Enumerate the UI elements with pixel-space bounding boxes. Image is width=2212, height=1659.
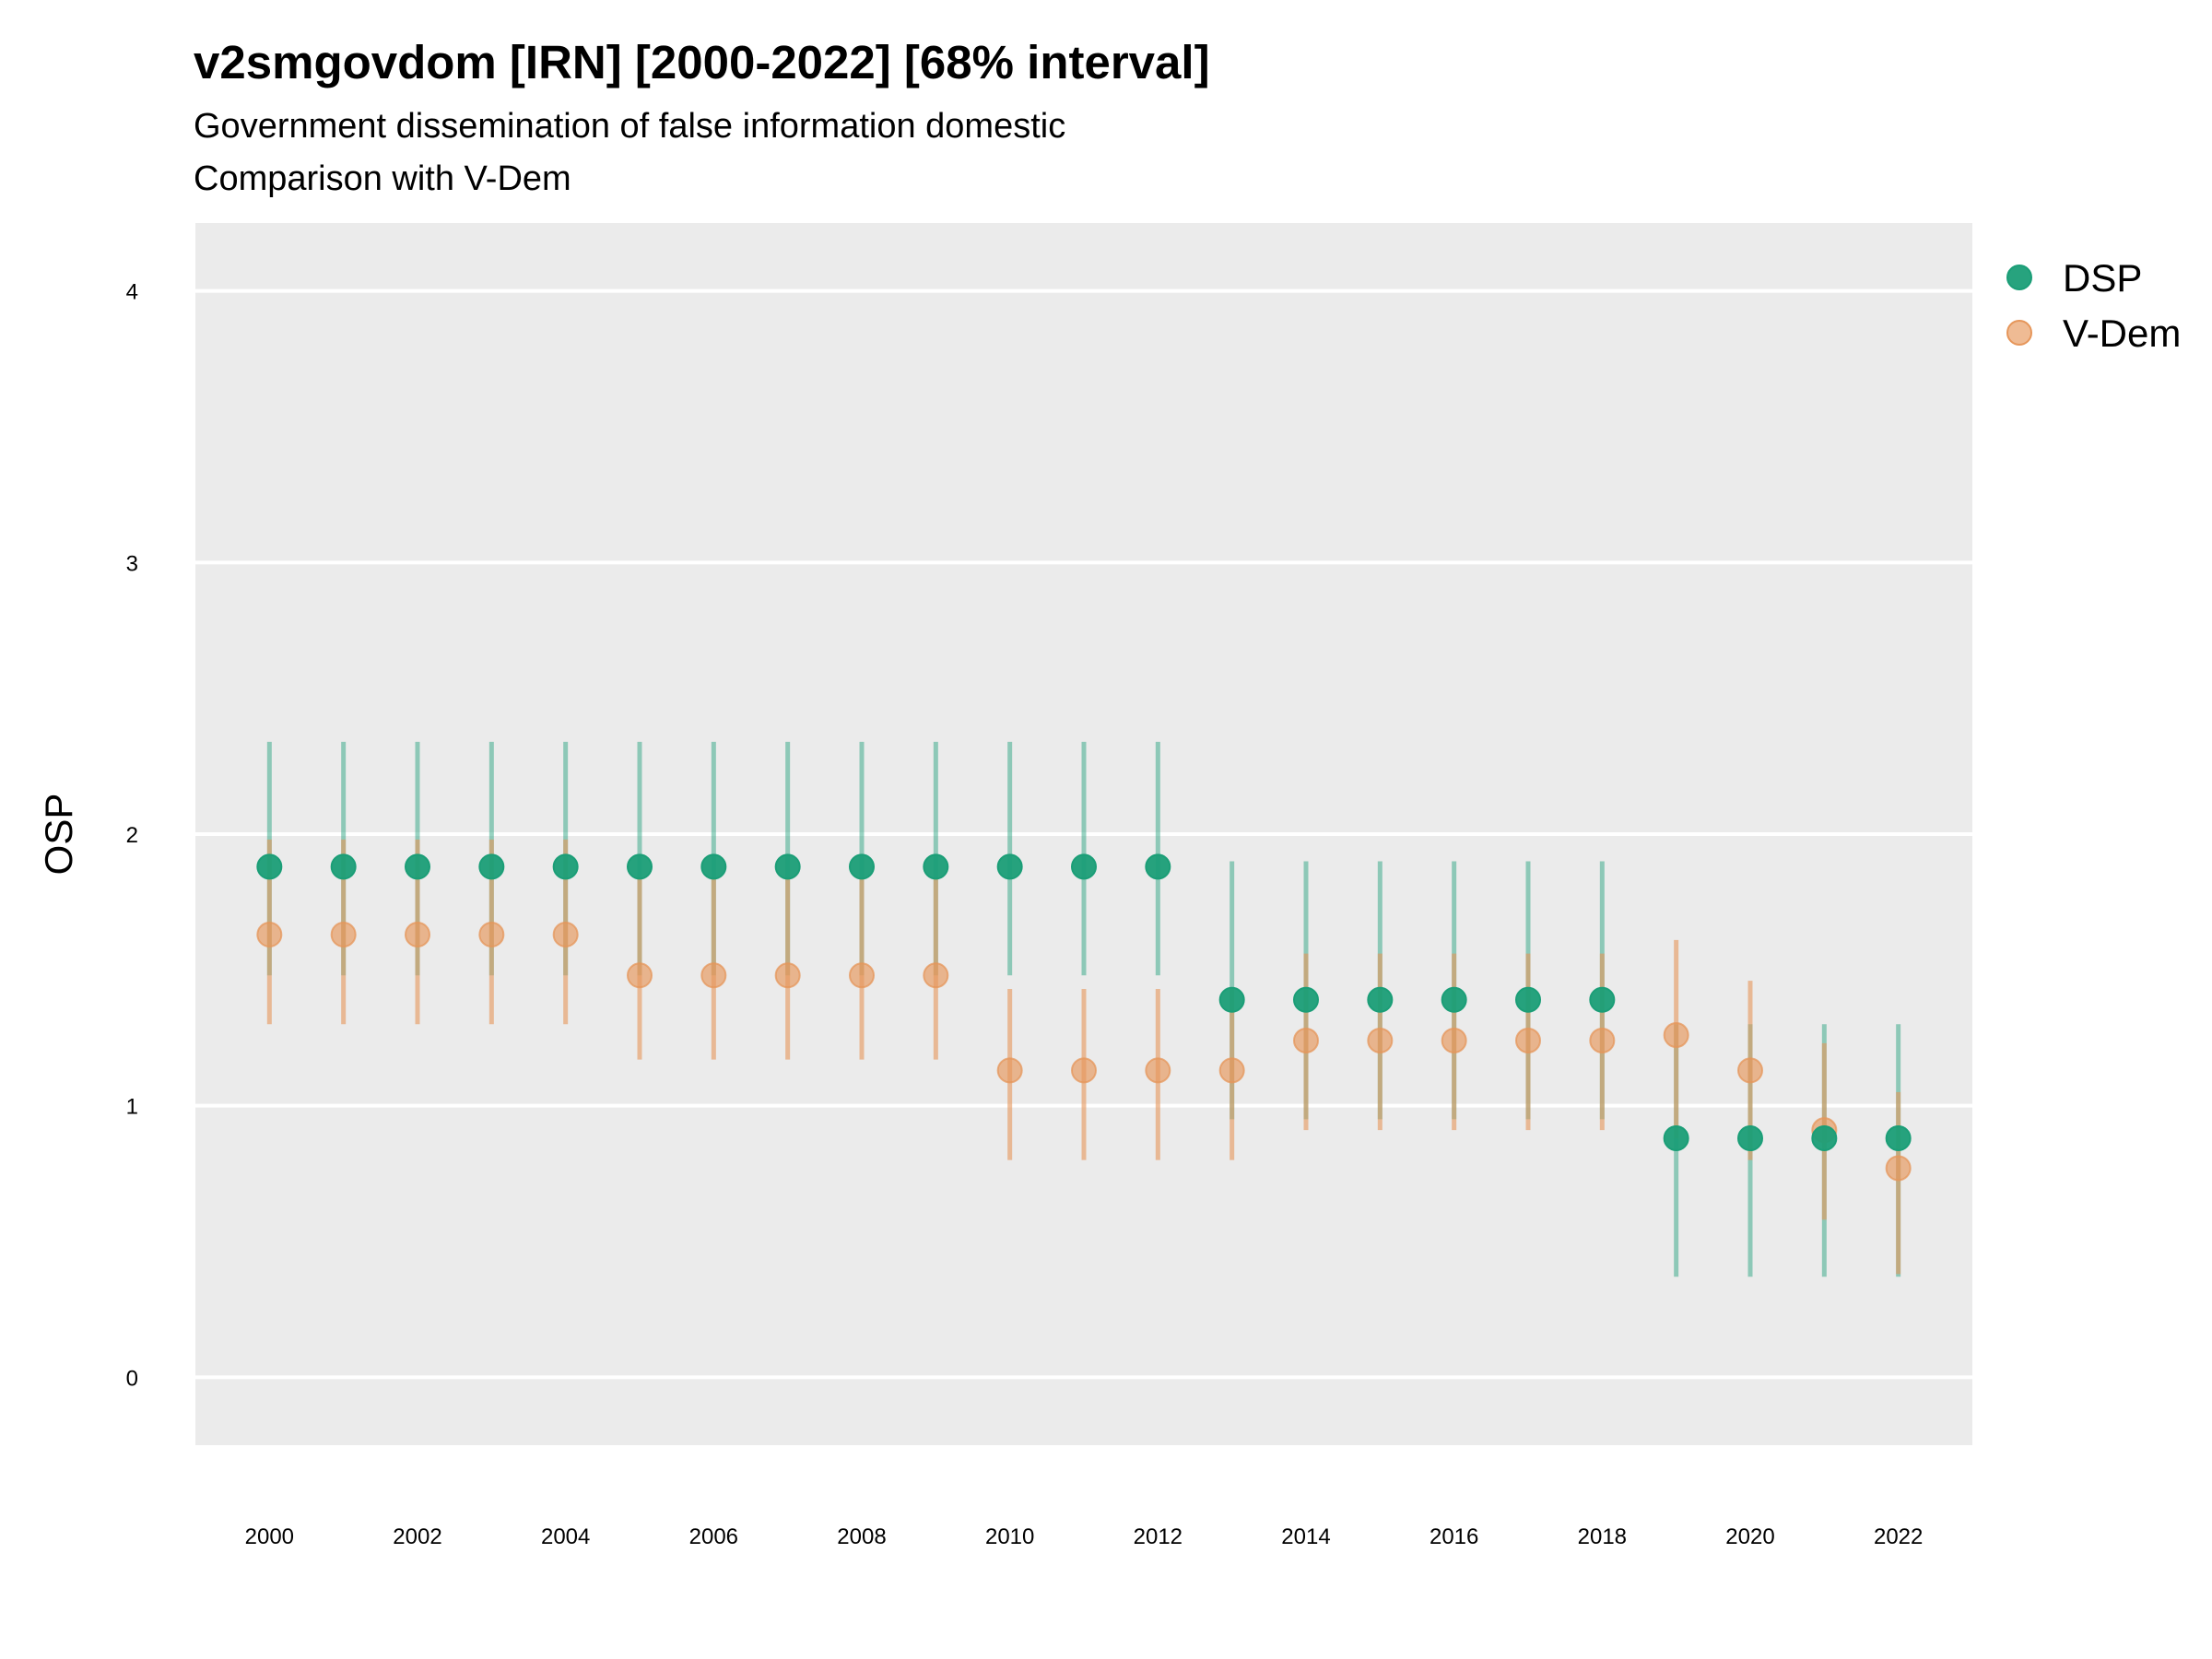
point-vdem bbox=[1885, 1155, 1912, 1182]
x-tick-label: 2004 bbox=[541, 1524, 590, 1549]
point-vdem bbox=[1218, 1057, 1245, 1084]
point-vdem bbox=[1145, 1057, 1171, 1084]
point-vdem bbox=[330, 922, 357, 948]
point-dsp bbox=[1811, 1125, 1838, 1152]
point-dsp bbox=[330, 853, 357, 880]
point-dsp bbox=[1589, 986, 1616, 1013]
x-tick-label: 2010 bbox=[985, 1524, 1034, 1549]
point-vdem bbox=[923, 962, 949, 989]
legend-key-dsp bbox=[2006, 265, 2032, 290]
point-dsp bbox=[1145, 853, 1171, 880]
point-vdem bbox=[774, 962, 801, 989]
x-tick-label: 2000 bbox=[245, 1524, 294, 1549]
y-axis-label: OSP bbox=[37, 794, 80, 876]
y-tick-label: 1 bbox=[126, 1095, 138, 1120]
point-dsp bbox=[256, 853, 283, 880]
point-dsp bbox=[1515, 986, 1541, 1013]
point-dsp bbox=[1885, 1125, 1912, 1152]
chart-subtitle: Government dissemination of false inform… bbox=[194, 107, 1066, 146]
chart-title: v2smgovdom [IRN] [2000-2022] [68% interv… bbox=[194, 36, 1210, 88]
point-dsp bbox=[1218, 986, 1245, 1013]
point-vdem bbox=[996, 1057, 1023, 1084]
point-dsp bbox=[552, 853, 579, 880]
x-tick-label: 2002 bbox=[393, 1524, 441, 1549]
x-tick-label: 2018 bbox=[1578, 1524, 1627, 1549]
point-vdem bbox=[256, 922, 283, 948]
point-dsp bbox=[627, 853, 653, 880]
point-vdem bbox=[627, 962, 653, 989]
legend: DSP V-Dem bbox=[2006, 256, 2181, 355]
point-vdem bbox=[1515, 1027, 1541, 1053]
point-vdem bbox=[552, 922, 579, 948]
point-dsp bbox=[1663, 1125, 1689, 1152]
point-vdem bbox=[1293, 1027, 1319, 1053]
point-vdem bbox=[1367, 1027, 1394, 1053]
y-tick-label: 4 bbox=[126, 280, 138, 305]
y-tick-label: 3 bbox=[126, 551, 138, 576]
point-vdem bbox=[478, 922, 505, 948]
point-vdem bbox=[1737, 1057, 1763, 1084]
point-dsp bbox=[478, 853, 505, 880]
point-dsp bbox=[996, 853, 1023, 880]
y-tick-label: 2 bbox=[126, 823, 138, 848]
point-dsp bbox=[700, 853, 727, 880]
x-tick-label: 2022 bbox=[1874, 1524, 1923, 1549]
x-tick-label: 2014 bbox=[1281, 1524, 1330, 1549]
legend-label: DSP bbox=[2063, 256, 2142, 300]
point-dsp bbox=[1737, 1125, 1763, 1152]
x-tick-label: 2008 bbox=[837, 1524, 886, 1549]
y-tick-label: 0 bbox=[126, 1366, 138, 1391]
point-vdem bbox=[1071, 1057, 1097, 1084]
point-dsp bbox=[1293, 986, 1319, 1013]
x-tick-label: 2016 bbox=[1430, 1524, 1478, 1549]
point-vdem bbox=[1441, 1027, 1467, 1053]
point-vdem bbox=[1589, 1027, 1616, 1053]
point-dsp bbox=[774, 853, 801, 880]
legend-key-vdem bbox=[2006, 320, 2032, 346]
point-dsp bbox=[849, 853, 875, 880]
point-dsp bbox=[923, 853, 949, 880]
point-dsp bbox=[1367, 986, 1394, 1013]
x-axis-ticks: 2000 2002 2004 2006 2008 2010 2012 2014 2016 2018… bbox=[245, 1524, 1924, 1549]
x-tick-label: 2012 bbox=[1134, 1524, 1182, 1549]
point-dsp bbox=[1071, 853, 1097, 880]
point-dsp bbox=[1441, 986, 1467, 1013]
legend-label: V-Dem bbox=[2063, 312, 2181, 355]
data-points bbox=[256, 853, 1912, 1182]
chart-subtitle-comparison: Comparison with V-Dem bbox=[194, 159, 571, 198]
y-axis-ticks: 0 1 2 3 4 bbox=[126, 280, 138, 1392]
point-vdem bbox=[700, 962, 727, 989]
x-tick-label: 2006 bbox=[689, 1524, 738, 1549]
point-vdem bbox=[405, 922, 430, 948]
point-vdem bbox=[1663, 1022, 1689, 1049]
point-vdem bbox=[849, 962, 875, 989]
point-dsp bbox=[405, 853, 430, 880]
x-tick-label: 2020 bbox=[1725, 1524, 1774, 1549]
